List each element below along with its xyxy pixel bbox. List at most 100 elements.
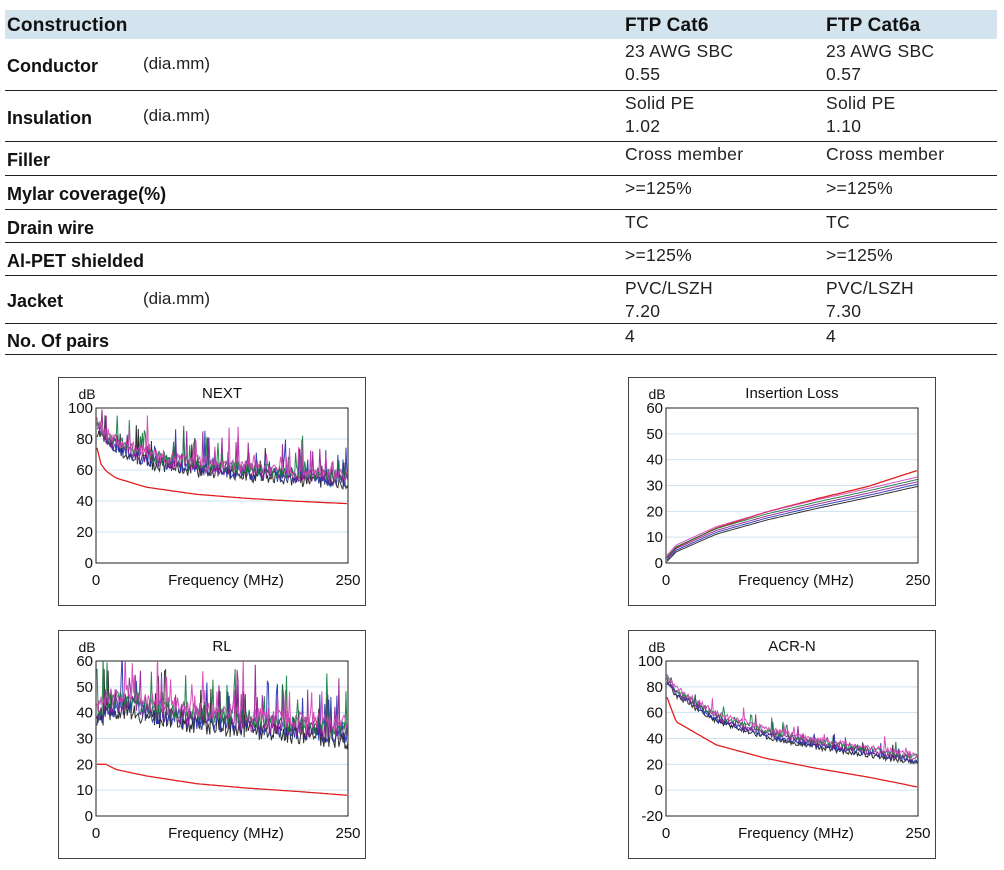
chart-title: Insertion Loss <box>745 385 838 402</box>
x-axis-label: Frequency (MHz) <box>738 825 854 842</box>
y-tick-label: 50 <box>646 426 663 443</box>
value-line: PVC/LSZH <box>826 278 914 298</box>
plot-area <box>95 660 349 817</box>
y-axis-label: dB <box>78 639 95 655</box>
value-line: TC <box>826 212 850 232</box>
chart-frame <box>58 377 366 606</box>
table-row: Drain wire TC TC <box>5 210 997 243</box>
series-group <box>666 674 918 788</box>
x-tick-label: 250 <box>335 572 360 589</box>
cat6a-value: 23 AWG SBC 0.57 <box>826 40 934 86</box>
row-label: No. Of pairs <box>7 330 110 351</box>
value-line: >=125% <box>826 245 893 265</box>
row-label: Drain wire <box>7 217 95 238</box>
chart-frame <box>628 377 936 606</box>
y-tick-label: -20 <box>641 808 663 825</box>
y-tick-label: 20 <box>646 503 663 520</box>
header-construction: Construction <box>7 15 128 36</box>
chart-acr-n: ACR-N dB Frequency (MHz) -20 0 20 40 60 80 100 0 25… <box>628 630 936 864</box>
value-line: 0.57 <box>826 64 862 84</box>
limit-line <box>96 447 348 505</box>
x-tick-label: 250 <box>905 825 930 842</box>
cat6-value: Solid PE 1.02 <box>625 92 695 138</box>
chart-next: NEXT dB Frequency (MHz) 0 20 40 60 80 100 0 250 <box>58 377 366 611</box>
row-label: Al-PET shielded <box>7 250 145 271</box>
series-group <box>96 409 348 505</box>
row-unit: (dia.mm) <box>143 54 211 73</box>
measured-line <box>96 661 348 737</box>
cat6a-value: >=125% <box>826 244 893 267</box>
cat6-value: PVC/LSZH 7.20 <box>625 277 713 323</box>
y-tick-label: 40 <box>646 452 663 469</box>
y-tick-label: 80 <box>646 679 663 696</box>
value-line: TC <box>625 212 649 232</box>
y-axis-label: dB <box>648 386 665 402</box>
cat6-value: TC <box>625 211 649 234</box>
row-unit: (dia.mm) <box>143 105 211 125</box>
plot-area <box>665 407 919 564</box>
value-line: 1.02 <box>625 116 661 136</box>
cat6-value: >=125% <box>625 244 692 267</box>
measured-line <box>666 485 918 562</box>
limit-line <box>97 763 348 796</box>
table-row: Jacket (dia.mm) PVC/LSZH 7.20 PVC/LSZH 7.30 <box>5 276 997 324</box>
y-tick-label: 40 <box>76 493 93 510</box>
series-group <box>666 469 918 562</box>
row-label: Insulation <box>7 107 92 128</box>
measured-line <box>666 680 918 764</box>
measured-line <box>666 476 918 556</box>
table-row: Mylar coverage(%) >=125% >=125% <box>5 176 997 210</box>
header-ftp-cat6a: FTP Cat6a <box>826 15 921 36</box>
x-axis-label: Frequency (MHz) <box>738 572 854 589</box>
cat6a-value: PVC/LSZH 7.30 <box>826 277 914 323</box>
value-line: 0.55 <box>625 64 661 84</box>
y-tick-label: 100 <box>68 400 93 417</box>
y-tick-label: 10 <box>76 782 93 799</box>
y-tick-label: 60 <box>76 653 93 670</box>
header-ftp-cat6: FTP Cat6 <box>625 15 709 36</box>
measured-line <box>96 415 348 482</box>
row-label: Conductor <box>7 56 98 76</box>
value-line: 1.10 <box>826 116 862 136</box>
measured-line <box>666 681 918 765</box>
y-tick-label: 30 <box>646 478 663 495</box>
value-line: >=125% <box>625 245 692 265</box>
chart-title: ACR-N <box>768 638 816 655</box>
x-axis-label: Frequency (MHz) <box>168 572 284 589</box>
x-tick-label: 0 <box>92 825 100 842</box>
table-row: Filler Cross member Cross member <box>5 142 997 176</box>
cat6a-value: >=125% <box>826 177 893 200</box>
value-line: 23 AWG SBC <box>625 41 734 61</box>
insertion-loss-chart-svg: Insertion Loss dB Frequency (MHz) 0 10 20 30 40… <box>628 377 936 606</box>
y-tick-label: 0 <box>85 555 93 572</box>
value-line: 4 <box>826 326 837 346</box>
cat6a-value: Cross member <box>826 143 944 166</box>
y-tick-label: 20 <box>76 756 93 773</box>
value-line: 23 AWG SBC <box>826 41 935 61</box>
value-line: Cross member <box>625 144 744 164</box>
x-axis-label: Frequency (MHz) <box>168 825 284 842</box>
chart-title: NEXT <box>202 385 242 402</box>
y-tick-label: 40 <box>646 731 663 748</box>
y-tick-label: 60 <box>646 705 663 722</box>
x-tick-label: 0 <box>662 572 670 589</box>
table-row: Al-PET shielded >=125% >=125% <box>5 243 997 276</box>
spec-table: Construction FTP Cat6 FTP Cat6a Conducto… <box>5 10 997 355</box>
y-tick-label: 0 <box>655 555 663 572</box>
cat6a-value: Solid PE 1.10 <box>826 92 896 138</box>
y-tick-label: 60 <box>76 462 93 479</box>
x-tick-label: 0 <box>662 825 670 842</box>
table-row: Conductor (dia.mm) 23 AWG SBC 0.55 23 AWG SB… <box>5 39 997 91</box>
cat6-value: >=125% <box>625 177 692 200</box>
cat6-value: Cross member <box>625 143 743 166</box>
row-unit: (dia.mm) <box>143 289 211 308</box>
y-tick-label: 60 <box>646 400 663 417</box>
table-row: No. Of pairs 4 4 <box>5 324 997 355</box>
row-label: Mylar coverage(%) <box>7 184 167 204</box>
value-line: PVC/LSZH <box>625 278 713 298</box>
cat6a-value: TC <box>826 211 850 234</box>
value-line: Solid PE <box>625 93 695 113</box>
chart-title: RL <box>212 638 231 655</box>
chart-frame <box>58 630 366 859</box>
measured-line <box>666 481 918 559</box>
